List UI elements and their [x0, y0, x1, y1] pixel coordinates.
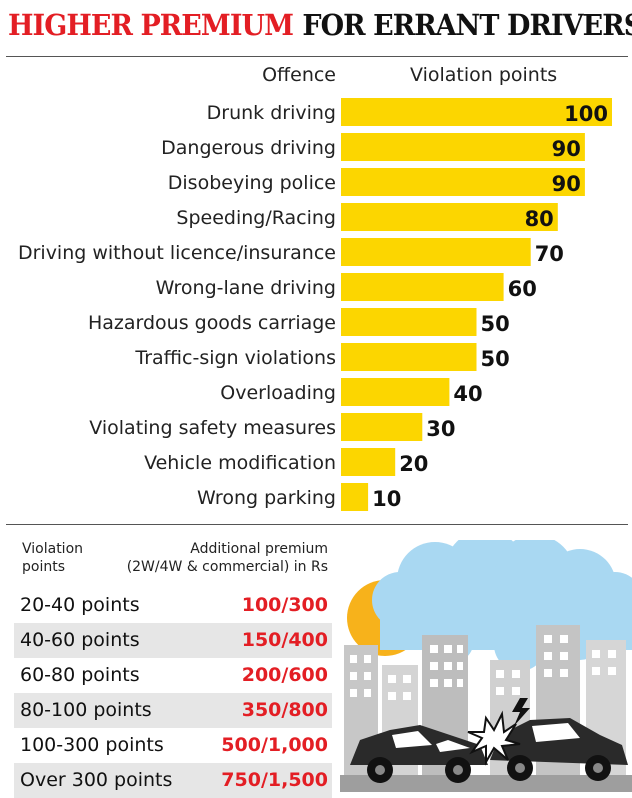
value-label-0: 100 [564, 102, 608, 126]
bar-3 [341, 203, 558, 231]
value-label-6: 50 [481, 312, 510, 336]
title-highlight: HIGHER PREMIUM [8, 8, 294, 42]
value-label-8: 40 [453, 382, 482, 406]
category-label-4: Driving without licence/insurance [18, 242, 336, 264]
bar-11 [341, 483, 369, 511]
row-points: 80-100 points [20, 699, 152, 721]
value-label-1: 90 [552, 137, 581, 161]
category-label-8: Overloading [220, 382, 336, 404]
table-row: 100-300 points 500/1,000 [14, 728, 332, 763]
row-premium: 150/400 [241, 629, 328, 651]
value-label-10: 20 [399, 452, 428, 476]
header-right-line2: (2W/4W & commercial) in Rs [126, 559, 328, 575]
premium-table: Violation points Additional premium (2W/… [14, 538, 332, 798]
table-row: Over 300 points 750/1,500 [14, 763, 332, 798]
header-right-line1: Additional premium [190, 541, 328, 557]
bar-1 [341, 133, 585, 161]
value-label-2: 90 [552, 172, 581, 196]
category-label-7: Traffic-sign violations [134, 347, 336, 369]
points-column-header: Violation points [410, 64, 558, 86]
category-label-9: Violating safety measures [89, 417, 336, 439]
title-divider [6, 56, 628, 57]
category-label-6: Hazardous goods carriage [88, 312, 336, 334]
violation-points-bar-chart: Drunk driving 100 Dangerous driving 90 Disob… [18, 98, 612, 511]
bar-0 [341, 98, 612, 126]
bar-9 [341, 413, 423, 441]
table-row: 80-100 points 350/800 [14, 693, 332, 728]
row-points: 20-40 points [20, 594, 140, 616]
bar-4 [341, 238, 531, 266]
category-label-10: Vehicle modification [144, 452, 336, 474]
table-row: 60-80 points 200/600 [14, 658, 332, 693]
value-label-4: 70 [535, 242, 564, 266]
row-points: 40-60 points [20, 629, 140, 651]
bar-7 [341, 343, 477, 371]
bar-8 [341, 378, 450, 406]
lightning-icon [512, 698, 530, 726]
value-label-5: 60 [508, 277, 537, 301]
row-points: Over 300 points [20, 769, 173, 791]
row-premium: 500/1,000 [221, 734, 328, 756]
bar-10 [341, 448, 396, 476]
bar-2 [341, 168, 585, 196]
category-label-0: Drunk driving [207, 102, 336, 124]
city-car-crash-illustration [340, 540, 632, 792]
category-label-2: Disobeying police [168, 172, 336, 194]
cloud-icon [372, 540, 632, 671]
crash-icon [467, 710, 521, 766]
value-label-11: 10 [372, 487, 401, 511]
page-title: HIGHER PREMIUM FOR ERRANT DRIVERS [8, 2, 632, 48]
category-label-11: Wrong parking [197, 487, 336, 509]
header-left-line1: Violation [22, 541, 84, 557]
value-label-3: 80 [525, 207, 554, 231]
table-row: 40-60 points 150/400 [14, 623, 332, 658]
premium-table-header: Violation points Additional premium (2W/… [14, 538, 332, 588]
header-left-line2: points [22, 559, 65, 575]
table-row: 20-40 points 100/300 [14, 588, 332, 623]
row-premium: 750/1,500 [221, 769, 328, 791]
offence-column-header: Offence [262, 64, 336, 86]
road [340, 775, 632, 792]
category-label-1: Dangerous driving [161, 137, 336, 159]
value-label-7: 50 [481, 347, 510, 371]
car-icon [490, 718, 628, 781]
bar-6 [341, 308, 477, 336]
category-label-3: Speeding/Racing [176, 207, 336, 229]
car-icon [350, 725, 488, 783]
row-premium: 100/300 [241, 594, 328, 616]
row-premium: 350/800 [241, 699, 328, 721]
category-label-5: Wrong-lane driving [156, 277, 336, 299]
title-rest: FOR ERRANT DRIVERS [302, 8, 632, 42]
row-points: 100-300 points [20, 734, 164, 756]
row-premium: 200/600 [241, 664, 328, 686]
bar-5 [341, 273, 504, 301]
row-points: 60-80 points [20, 664, 140, 686]
section-divider [6, 524, 628, 525]
value-label-9: 30 [426, 417, 455, 441]
